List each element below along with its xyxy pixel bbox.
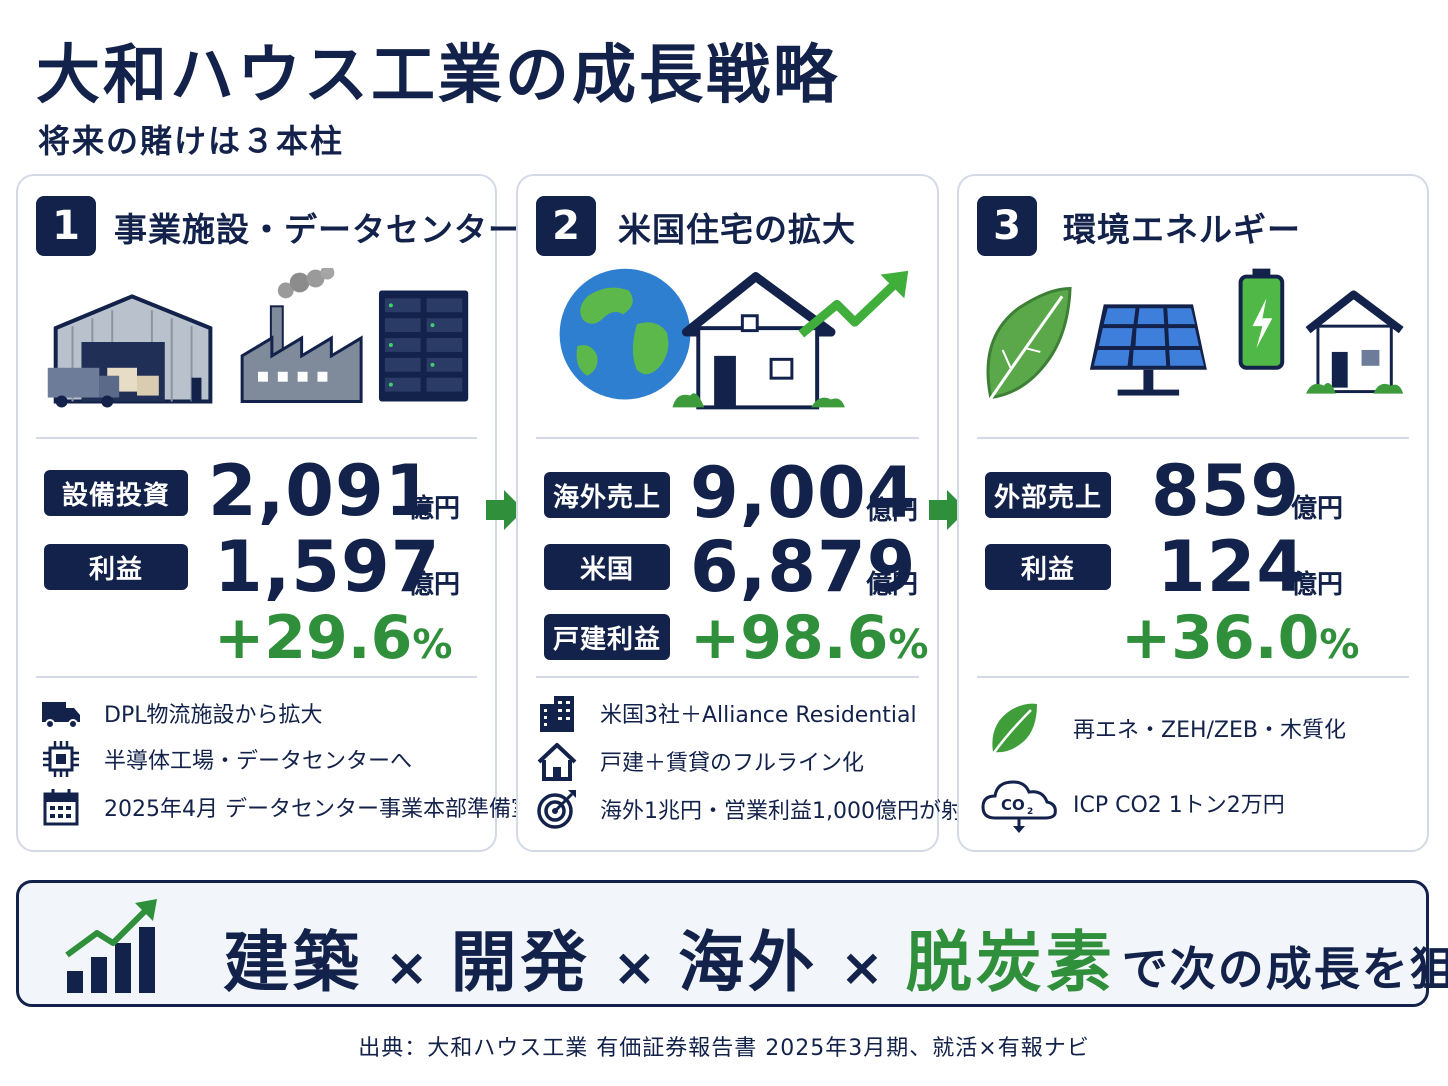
growth-rate: +98.6% <box>690 603 929 673</box>
pillar-number-badge: 3 <box>977 196 1037 256</box>
server-rack-icon <box>378 290 469 402</box>
section-divider <box>536 676 919 678</box>
metric-label-external-sales: 外部売上 <box>985 472 1111 518</box>
leaf-icon <box>991 703 1037 755</box>
warehouse-icon <box>47 294 213 408</box>
metric-value-profit: 1,597 <box>214 526 441 608</box>
metric-label-detached-profit: 戸建利益 <box>544 614 670 660</box>
times-sign: × <box>840 938 884 998</box>
house-icon <box>1305 290 1404 394</box>
leaf-icon <box>986 286 1072 403</box>
metric-label-overseas-sales: 海外売上 <box>544 472 670 518</box>
metric-value-profit: 124 <box>1157 526 1307 608</box>
factory-icon <box>240 268 363 403</box>
calendar-icon <box>43 789 79 826</box>
building-icon <box>540 696 574 732</box>
us-housing-illustration <box>559 268 909 410</box>
battery-icon <box>1238 268 1285 370</box>
metric-label-profit: 利益 <box>44 544 188 590</box>
bullet-item: 半導体工場・データセンターへ <box>40 738 412 780</box>
bullet-item: CO 2 ICP CO2 1トン2万円 <box>979 772 1285 834</box>
metric-unit: 億円 <box>408 570 461 600</box>
flow-arrow-icon <box>486 490 524 530</box>
metric-unit: 億円 <box>408 494 461 524</box>
metric-value-us: 6,879 <box>690 526 917 608</box>
bullet-item: 海外1兆円・営業利益1,000億円が射程 <box>536 788 985 830</box>
page-subtitle: 将来の賭けは３本柱 <box>38 122 345 160</box>
section-divider <box>536 437 919 439</box>
target-icon <box>537 790 576 829</box>
facilities-illustration <box>47 268 469 408</box>
bullet-item: 2025年4月 データセンター事業本部準備室 <box>40 786 533 828</box>
section-divider <box>36 676 477 678</box>
bullet-item: 戸建＋賃貸のフルライン化 <box>536 740 864 782</box>
page-title: 大和ハウス工業の成長戦略 <box>36 39 840 113</box>
banner-word-overseas: 海外 <box>678 924 819 1001</box>
pillar-number-badge: 2 <box>536 196 596 256</box>
times-sign: × <box>385 938 429 998</box>
banner-word-decarbonization: 脱炭素 <box>905 924 1116 1001</box>
banner-word-construction: 建築 <box>223 924 363 1001</box>
source-note: 出典：大和ハウス工業 有価証券報告書 2025年3月期、就活×有報ナビ <box>358 1036 1090 1061</box>
times-sign: × <box>612 938 657 998</box>
metric-label-profit: 利益 <box>985 544 1111 590</box>
metric-value-overseas-sales: 9,004 <box>690 452 917 534</box>
metric-value-capex: 2,091 <box>208 450 435 532</box>
chip-icon <box>43 741 79 777</box>
banner-message: 建築 × 開発 × 海外 × 脱炭素 で次の成長を狙う <box>223 909 1448 1005</box>
trend-arrow-icon <box>798 270 909 338</box>
metric-value-external-sales: 859 <box>1151 450 1301 532</box>
metric-unit: 億円 <box>866 496 919 526</box>
pillar-title: 事業施設・データセンター <box>114 210 522 249</box>
bullet-item: 再エネ・ZEH/ZEB・木質化 <box>985 700 1346 756</box>
banner-word-development: 開発 <box>450 924 591 1001</box>
house-icon <box>672 272 845 410</box>
metric-label-us: 米国 <box>544 544 670 590</box>
growth-rate: +36.0% <box>1121 603 1360 673</box>
metric-unit: 億円 <box>1291 494 1344 524</box>
svg-text:2: 2 <box>1027 807 1033 817</box>
summary-banner: 建築 × 開発 × 海外 × 脱炭素 で次の成長を狙う <box>16 880 1448 1007</box>
pillar-title: 米国住宅の拡大 <box>618 210 856 249</box>
section-divider <box>977 437 1409 439</box>
globe-icon <box>559 268 691 400</box>
metric-unit: 億円 <box>1291 570 1344 600</box>
environment-illustration <box>986 268 1404 403</box>
pillar-title: 環境エネルギー <box>1063 210 1301 249</box>
growth-bar-chart-icon <box>65 899 157 993</box>
pillar-card-us-housing: 2 米国住宅の拡大 海外売上 9,004 億円 米国 6,879 億円 戸建利益… <box>516 174 985 852</box>
pillar-card-environment: 3 環境エネルギー <box>957 174 1429 852</box>
house-icon <box>537 743 577 781</box>
metric-label-capex: 設備投資 <box>44 470 188 516</box>
section-divider <box>977 676 1409 678</box>
pillar-number-badge: 1 <box>36 196 96 256</box>
pillar-card-facilities: 1 事業施設・データセンター 設備投資 2,091 億円 <box>16 174 533 852</box>
growth-rate: +29.6% <box>214 603 453 673</box>
co2-cloud-icon: CO 2 <box>981 780 1057 833</box>
section-divider <box>36 437 477 439</box>
bullet-item: 米国3社＋Alliance Residential <box>536 692 917 734</box>
flow-arrow-icon <box>929 490 967 530</box>
truck-icon <box>42 702 80 729</box>
svg-text:CO: CO <box>1001 796 1025 814</box>
metric-unit: 億円 <box>866 570 919 600</box>
banner-tail: で次の成長を狙う <box>1121 942 1448 996</box>
solar-panel-icon <box>1089 304 1207 396</box>
bullet-item: DPL物流施設から拡大 <box>40 692 322 734</box>
